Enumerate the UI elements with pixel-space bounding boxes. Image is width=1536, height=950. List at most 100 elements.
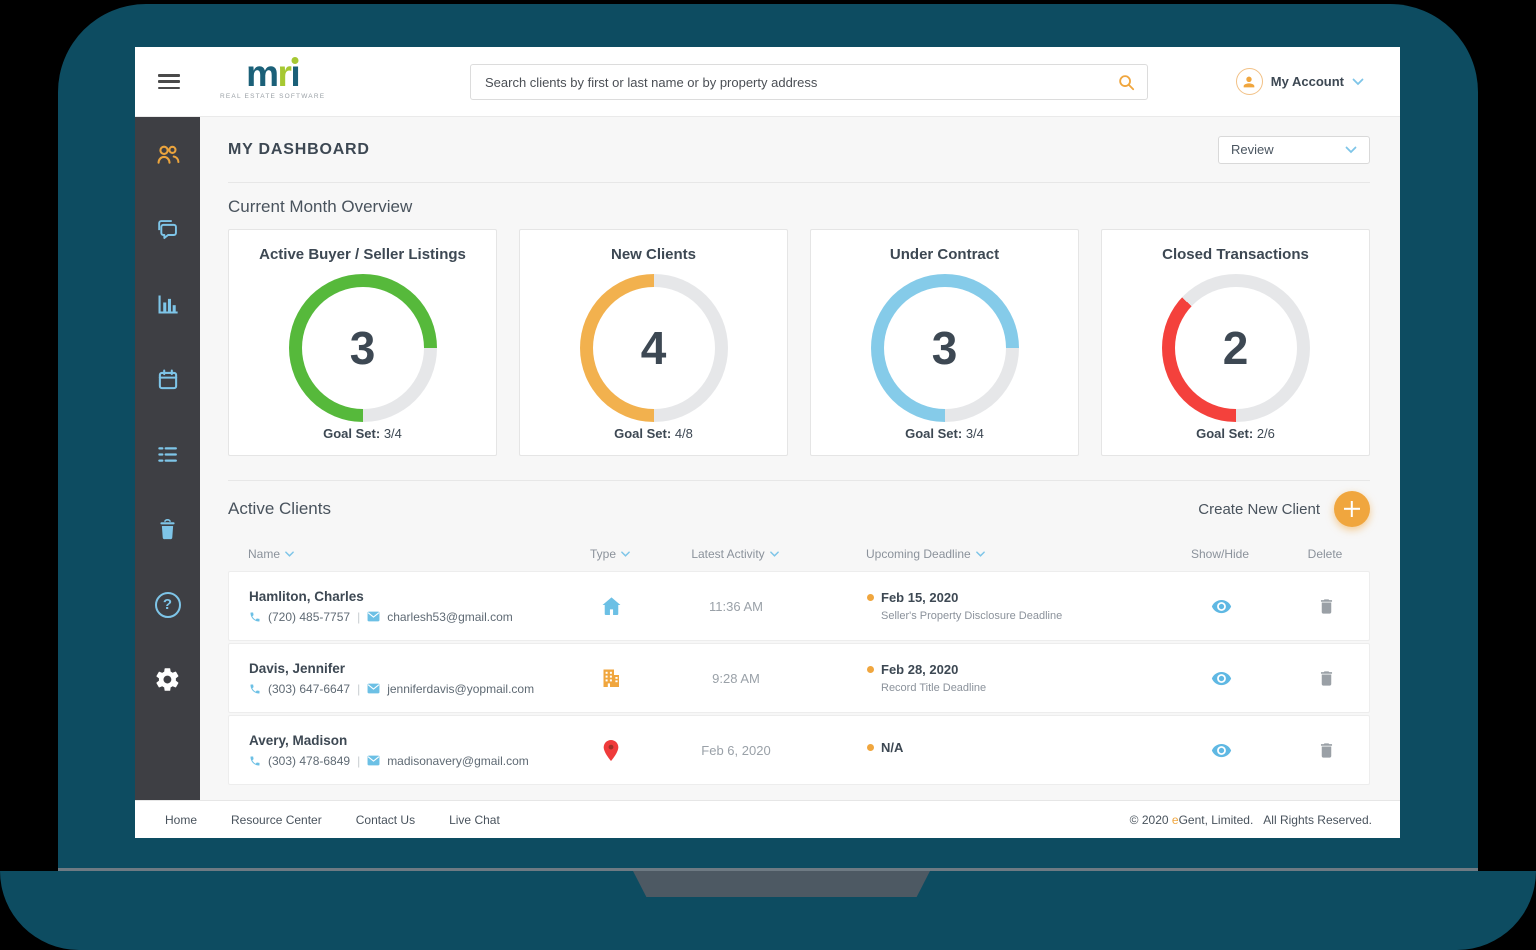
delete-button[interactable] — [1281, 669, 1371, 688]
sidebar-item-tasks[interactable] — [135, 417, 200, 492]
deadline-dot — [867, 666, 874, 673]
column-header-type[interactable]: Type — [580, 547, 640, 561]
sidebar-item-trash[interactable] — [135, 492, 200, 567]
column-header-latest-activity[interactable]: Latest Activity — [640, 547, 830, 561]
phone-icon — [249, 611, 261, 623]
footer-link-contact-us[interactable]: Contact Us — [355, 812, 416, 827]
card-goal: Goal Set: 3/4 — [905, 426, 984, 441]
card-title: Closed Transactions — [1162, 246, 1309, 263]
create-new-client-label: Create New Client — [1198, 500, 1320, 518]
upcoming-deadline: Feb 28, 2020 Record Title Deadline — [831, 662, 1161, 694]
chevron-down-icon — [1352, 78, 1364, 85]
deadline-dot — [867, 594, 874, 601]
email-icon — [367, 755, 380, 766]
client-row: Hamliton, Charles (720) 485-7757 | charl… — [228, 571, 1370, 641]
bar-chart-icon — [158, 295, 178, 314]
mri-logo: mrı REAL ESTATE SOFTWARE — [220, 53, 326, 100]
column-header-show-hide: Show/Hide — [1190, 547, 1250, 561]
latest-activity: 11:36 AM — [709, 598, 763, 614]
latest-activity: Feb 6, 2020 — [701, 742, 771, 758]
client-phone: (303) 478-6849 — [268, 753, 351, 768]
search-input[interactable] — [471, 74, 1117, 90]
footer-link-home[interactable]: Home — [165, 812, 198, 827]
card-title: Under Contract — [889, 246, 1000, 263]
chevron-down-icon — [1345, 146, 1357, 153]
trash-icon — [1320, 598, 1332, 614]
column-header-upcoming-deadline[interactable]: Upcoming Deadline — [830, 547, 1160, 561]
footer-links: Home Resource Center Contact Us Live Cha… — [165, 813, 500, 827]
card-closed-transactions: Closed Transactions 2 Goal Set: 2/6 — [1101, 229, 1370, 456]
topbar: mrı REAL ESTATE SOFTWARE My Account — [135, 47, 1400, 117]
sidebar-item-settings[interactable] — [135, 642, 200, 717]
help-icon: ? — [154, 591, 181, 618]
sidebar-item-help[interactable]: ? — [135, 567, 200, 642]
gear-icon — [156, 668, 179, 691]
trash-icon — [1320, 670, 1332, 686]
footer-link-resource-center[interactable]: Resource Center — [231, 812, 322, 827]
card-goal: Goal Set: 4/8 — [614, 426, 693, 441]
search-box — [470, 64, 1148, 100]
review-dropdown[interactable]: Review — [1218, 135, 1370, 164]
create-new-client[interactable]: Create New Client — [1198, 491, 1370, 527]
show-hide-button[interactable] — [1161, 668, 1281, 689]
sidebar-item-messages[interactable] — [135, 192, 200, 267]
eye-icon — [1211, 743, 1231, 757]
search-icon[interactable] — [1117, 73, 1135, 91]
client-name: Hamliton, Charles — [249, 588, 364, 604]
chat-icon — [158, 220, 177, 240]
account-menu[interactable]: My Account — [1235, 68, 1364, 95]
user-avatar-icon — [1235, 68, 1263, 95]
building-icon — [603, 669, 619, 687]
client-row: Avery, Madison (303) 478-6849 | madisona… — [228, 715, 1370, 785]
column-header-name[interactable]: Name — [228, 547, 580, 561]
progress-ring: 4 — [579, 274, 728, 422]
client-email: madisonavery@gmail.com — [387, 753, 529, 768]
add-client-button[interactable] — [1334, 491, 1370, 527]
client-type — [581, 738, 641, 763]
logo-text: mrı — [246, 53, 301, 94]
client-phone: (303) 647-6647 — [268, 681, 351, 696]
column-header-delete: Delete — [1307, 547, 1343, 561]
overview-cards: Active Buyer / Seller Listings 3 Goal Se… — [228, 229, 1370, 456]
client-name: Davis, Jennifer — [249, 660, 346, 676]
card-value: 3 — [301, 287, 424, 409]
overview-heading: Current Month Overview — [228, 197, 413, 216]
card-goal: Goal Set: 2/6 — [1196, 426, 1275, 441]
delete-button[interactable] — [1281, 597, 1371, 616]
card-active-listings: Active Buyer / Seller Listings 3 Goal Se… — [228, 229, 497, 456]
logo-tagline: REAL ESTATE SOFTWARE — [220, 93, 326, 100]
laptop-hinge — [58, 868, 1478, 871]
main-content: MY DASHBOARD Review Current Month Overvi… — [200, 117, 1400, 800]
client-email: jenniferdavis@yopmail.com — [387, 681, 535, 696]
footer-link-live-chat[interactable]: Live Chat — [449, 812, 500, 827]
users-icon — [157, 145, 179, 164]
card-title: New Clients — [610, 246, 697, 263]
phone-icon — [249, 683, 261, 695]
client-name: Avery, Madison — [249, 732, 348, 748]
eye-icon — [1211, 671, 1231, 685]
delete-button[interactable] — [1281, 741, 1371, 760]
sidebar-item-reports[interactable] — [135, 267, 200, 342]
sidebar-item-clients[interactable] — [135, 117, 200, 192]
client-info: Hamliton, Charles (720) 485-7757 | charl… — [229, 589, 581, 624]
show-hide-button[interactable] — [1161, 740, 1281, 761]
page-header: MY DASHBOARD Review — [228, 117, 1370, 183]
show-hide-button[interactable] — [1161, 596, 1281, 617]
footer: Home Resource Center Contact Us Live Cha… — [135, 800, 1400, 838]
card-value: 4 — [592, 287, 715, 409]
copyright: © 2020 eGent, Limited. All Rights Reserve… — [1129, 812, 1372, 827]
card-goal: Goal Set: 3/4 — [323, 426, 402, 441]
progress-ring: 2 — [1161, 274, 1310, 422]
card-value: 3 — [883, 287, 1006, 409]
eye-icon — [1211, 599, 1231, 613]
card-value: 2 — [1174, 287, 1297, 409]
page-title: MY DASHBOARD — [228, 140, 370, 158]
card-new-clients: New Clients 4 Goal Set: 4/8 — [519, 229, 788, 456]
hamburger-menu-icon[interactable] — [158, 74, 180, 93]
active-clients-heading: Active Clients — [228, 499, 331, 518]
deadline-dot — [867, 744, 874, 751]
email-icon — [367, 683, 380, 694]
sidebar-item-calendar[interactable] — [135, 342, 200, 417]
trash-icon — [160, 518, 175, 540]
